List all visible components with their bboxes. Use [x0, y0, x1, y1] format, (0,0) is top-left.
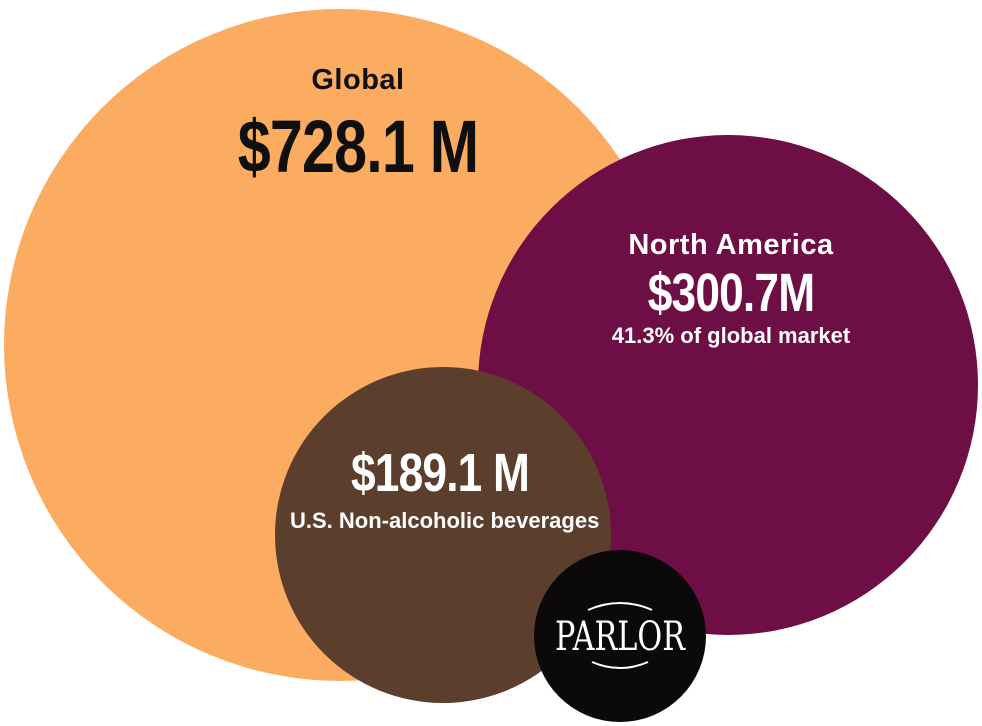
- us-value: $189.1 M: [350, 443, 530, 503]
- parlor-logo: PARLOR: [534, 550, 706, 722]
- global-label: Global: [311, 64, 405, 96]
- global-value: $728.1 M: [237, 105, 479, 188]
- north-america-label: North America: [628, 229, 834, 261]
- north-america-share-note: 41.3% of global market: [611, 323, 851, 348]
- us-label: U.S. Non-alcoholic beverages: [290, 508, 600, 533]
- bubble-us: [275, 367, 611, 703]
- north-america-value: $300.7M: [647, 263, 815, 323]
- svg-text:PARLOR: PARLOR: [555, 614, 686, 660]
